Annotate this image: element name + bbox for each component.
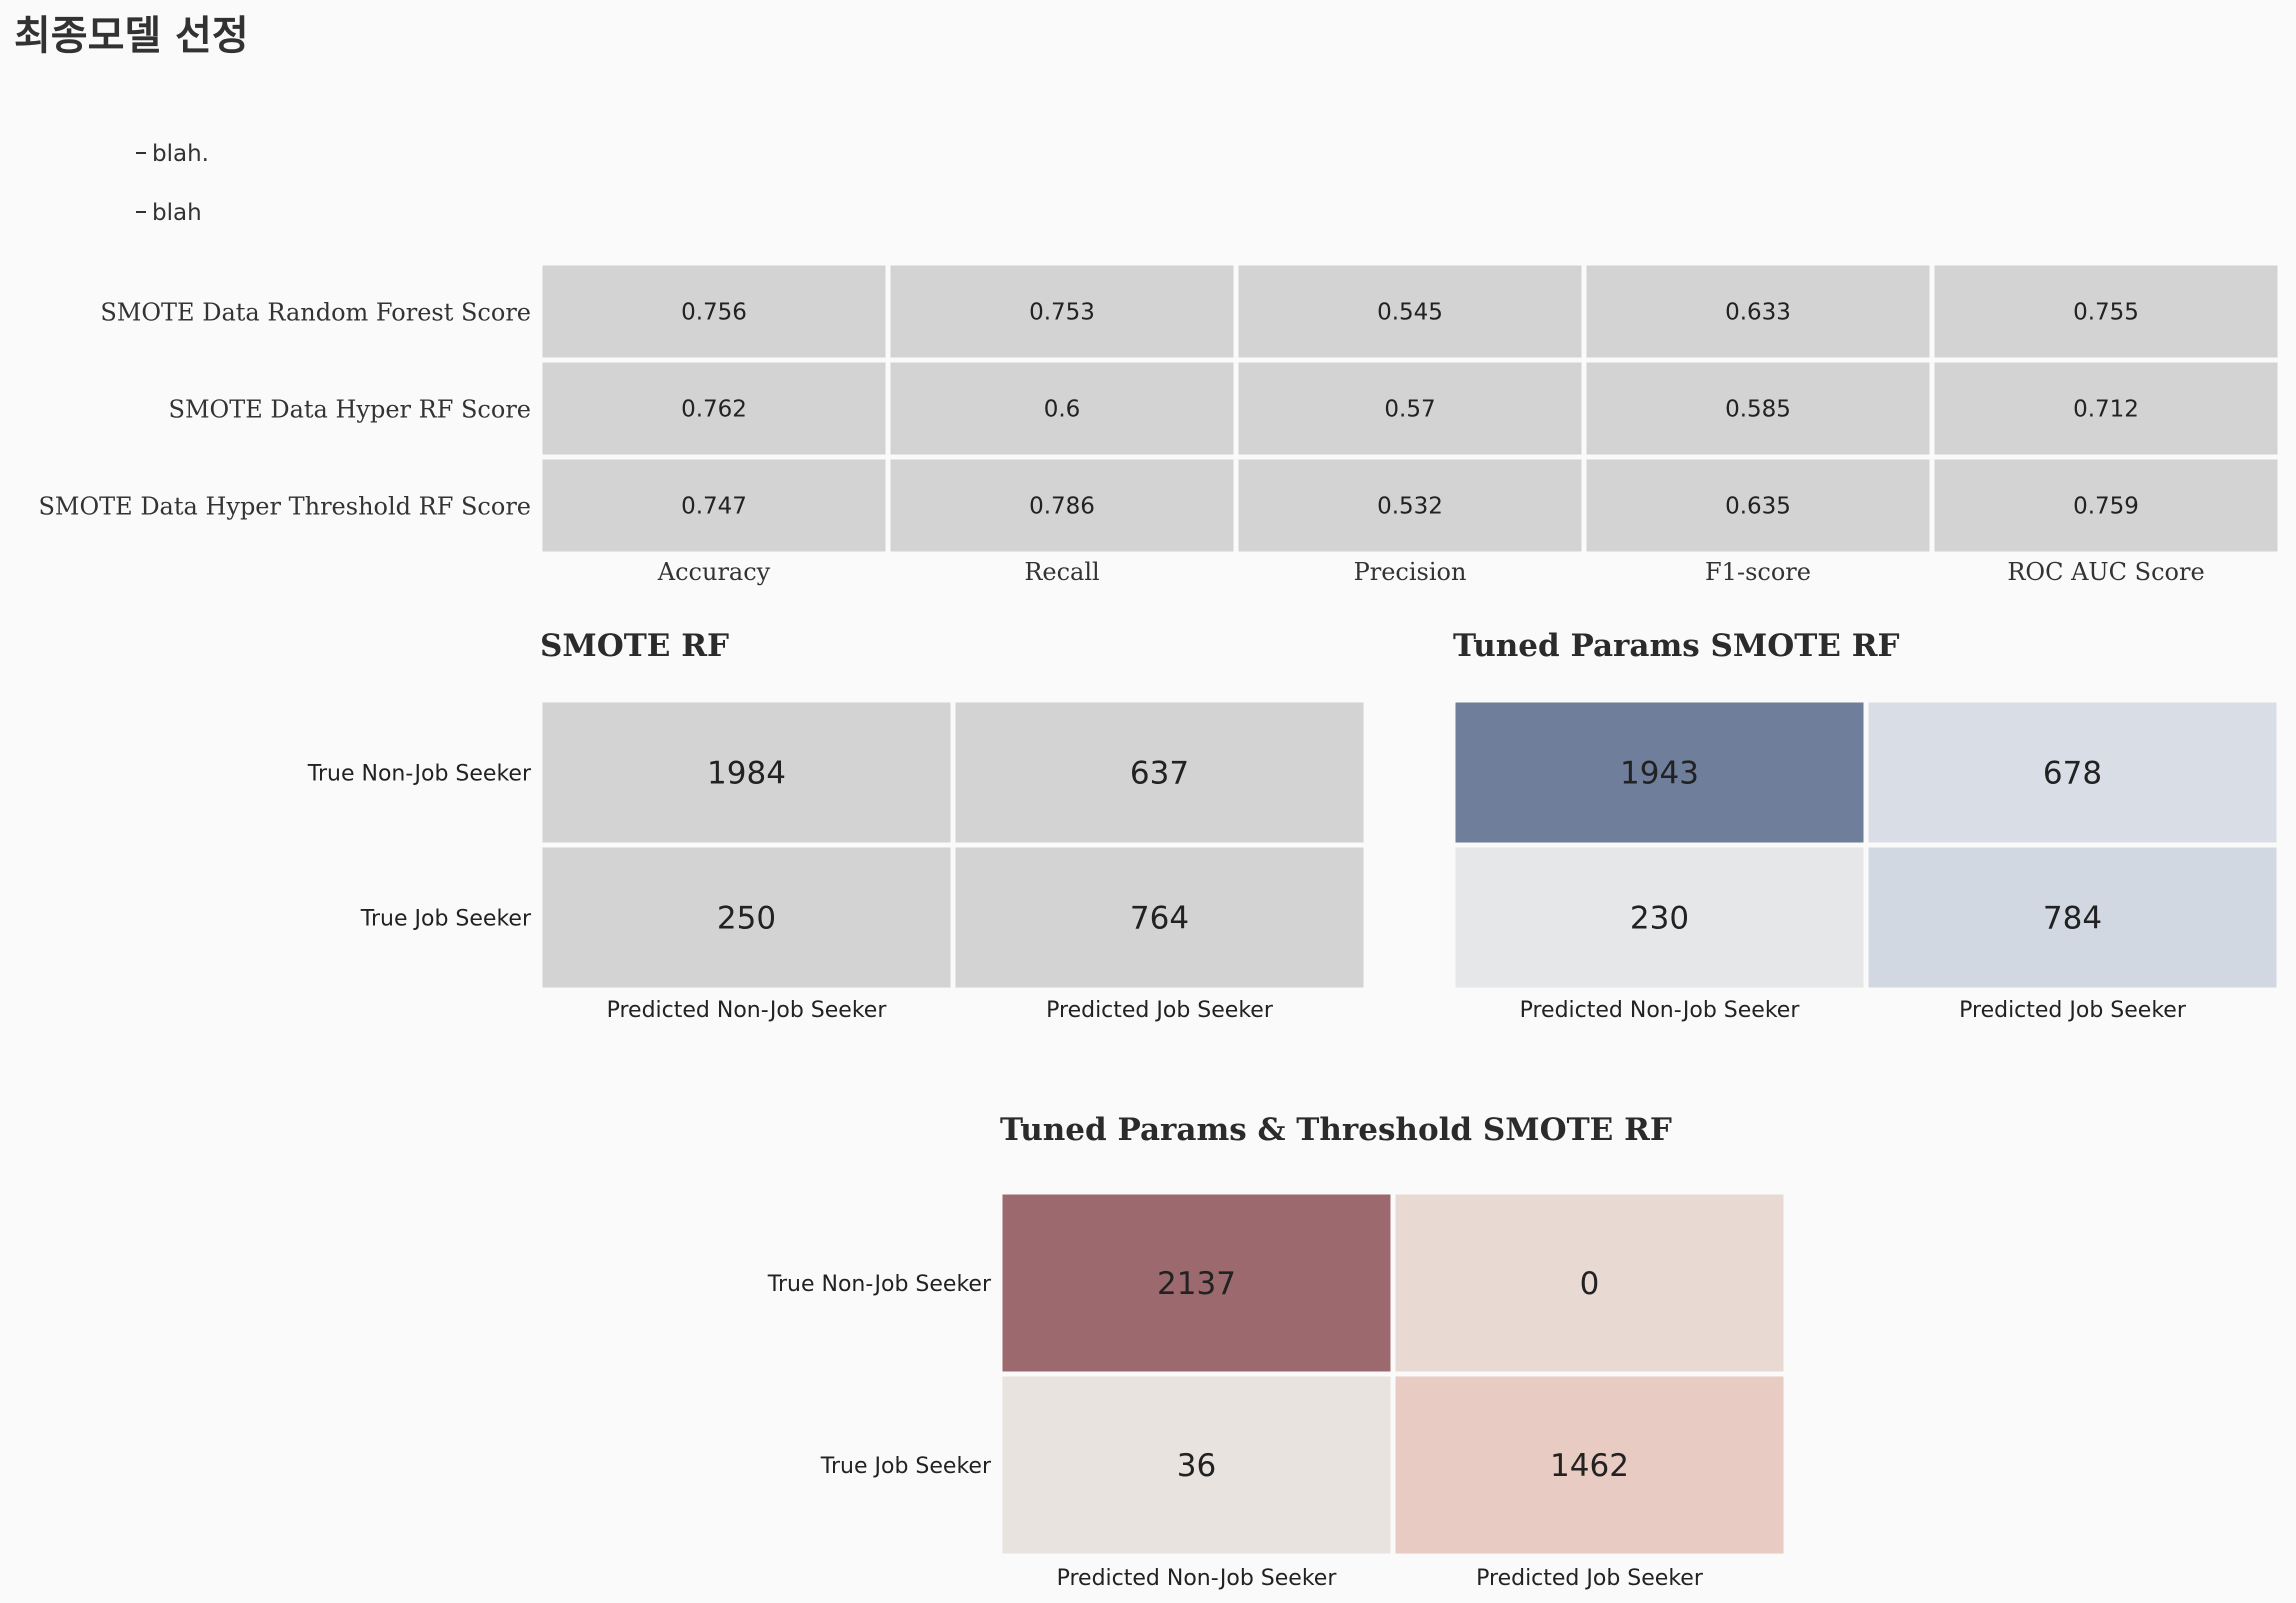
matrix-value: 1462 (1550, 1448, 1629, 1484)
score-value: 0.635 (1725, 494, 1791, 520)
note-bullet-1: blah. (136, 139, 209, 169)
matrix-value: 1943 (1620, 756, 1699, 792)
score-cell (537, 454, 891, 557)
score-value: 0.633 (1725, 300, 1791, 326)
score-value: 0.57 (1384, 397, 1435, 423)
dash-icon (136, 151, 146, 154)
score-value: 0.762 (681, 397, 747, 423)
dash-icon (136, 210, 146, 213)
score-value: 0.712 (2073, 397, 2139, 423)
score-row-label: SMOTE Data Hyper RF Score (169, 396, 532, 424)
score-row-label: SMOTE Data Hyper Threshold RF Score (38, 493, 531, 521)
score-cell (1929, 260, 2283, 363)
matrix-row-label: True Job Seeker (820, 1454, 992, 1479)
matrix-cell (1450, 842, 1869, 993)
matrix-cell (950, 842, 1369, 993)
score-value: 0.532 (1377, 494, 1443, 520)
score-value: 0.753 (1029, 300, 1095, 326)
score-value: 0.755 (2073, 300, 2139, 326)
score-value: 0.545 (1377, 300, 1443, 326)
score-cell (1581, 357, 1935, 460)
matrix-row-label: True Non-Job Seeker (767, 1272, 992, 1297)
matrix-column-label: Predicted Job Seeker (1046, 998, 1274, 1023)
score-cell (1929, 454, 2283, 557)
matrix-value: 36 (1177, 1448, 1216, 1484)
matrix-value: 250 (717, 901, 776, 937)
matrix-title: SMOTE RF (540, 628, 729, 664)
score-cell (1233, 357, 1587, 460)
matrix-cell (997, 1371, 1396, 1559)
matrix-cell (537, 697, 956, 848)
matrix-column-label: Predicted Non-Job Seeker (607, 998, 888, 1023)
matrix-cell (537, 842, 956, 993)
matrix-value: 1984 (707, 756, 786, 792)
score-cell (885, 357, 1239, 460)
matrix-cell (1390, 1189, 1789, 1377)
matrix-cell (997, 1189, 1396, 1377)
matrix-column-label: Predicted Job Seeker (1959, 998, 2187, 1023)
score-cell (1233, 454, 1587, 557)
score-value: 0.756 (681, 300, 747, 326)
score-row-label: SMOTE Data Random Forest Score (100, 299, 531, 327)
matrix-column-label: Predicted Non-Job Seeker (1057, 1566, 1338, 1591)
matrix-value: 0 (1580, 1266, 1600, 1302)
note-bullet-text: blah. (152, 141, 209, 167)
note-bullet-text: blah (152, 200, 202, 226)
score-column-label: Recall (1024, 558, 1099, 586)
matrix-value: 637 (1130, 756, 1189, 792)
matrix-title: Tuned Params & Threshold SMOTE RF (1000, 1112, 1672, 1148)
matrix-row-label: True Job Seeker (360, 907, 532, 932)
note-bullet-2: blah (136, 198, 202, 228)
matrix-cell (1390, 1371, 1789, 1559)
matrix-value: 230 (1630, 901, 1689, 937)
score-cell (1581, 454, 1935, 557)
matrix-column-label: Predicted Job Seeker (1476, 1566, 1704, 1591)
matrix-value: 784 (2043, 901, 2102, 937)
score-value: 0.585 (1725, 397, 1791, 423)
matrix-value: 678 (2043, 756, 2102, 792)
score-column-label: F1-score (1705, 558, 1811, 586)
matrix-cell (950, 697, 1369, 848)
score-value: 0.6 (1044, 397, 1081, 423)
page-title: 최종모델 선정 (14, 13, 249, 59)
matrix-column-label: Predicted Non-Job Seeker (1520, 998, 1801, 1023)
matrix-value: 2137 (1157, 1266, 1236, 1302)
matrix-row-label: True Non-Job Seeker (307, 762, 532, 787)
score-value: 0.747 (681, 494, 747, 520)
matrix-cell (1863, 842, 2282, 993)
score-column-label: Accuracy (657, 558, 771, 586)
matrix-title: Tuned Params SMOTE RF (1453, 628, 1900, 664)
score-cell (885, 454, 1239, 557)
score-value: 0.786 (1029, 494, 1095, 520)
score-cell (1929, 357, 2283, 460)
score-value: 0.759 (2073, 494, 2139, 520)
score-column-label: Precision (1354, 558, 1467, 586)
matrix-value: 764 (1130, 901, 1189, 937)
score-column-label: ROC AUC Score (2007, 558, 2204, 586)
